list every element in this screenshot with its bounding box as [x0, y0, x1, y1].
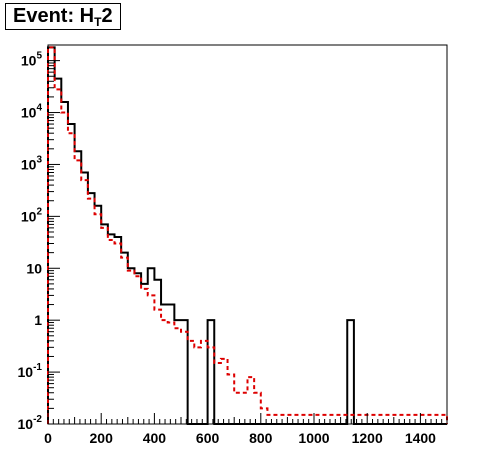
- y-tick-label: 103: [21, 154, 43, 172]
- x-tick-label: 800: [249, 430, 273, 446]
- x-tick-label: 200: [90, 430, 114, 446]
- x-axis: 0 200 400 600 800 1000 1200 1400: [44, 413, 448, 446]
- x-tick-label: 600: [196, 430, 220, 446]
- title-prefix: Event: H: [13, 5, 95, 27]
- x-tick-label: 1200: [352, 430, 383, 446]
- series-layer: [47, 46, 448, 425]
- y-tick-label: 10-1: [18, 362, 43, 380]
- y-tick-label: 105: [21, 51, 43, 69]
- y-tick-label: 104: [21, 103, 43, 121]
- title-suffix: 2: [101, 5, 113, 27]
- y-tick-label: 10: [26, 260, 42, 276]
- series-2-line: [47, 46, 448, 424]
- y-tick-label: 102: [21, 206, 43, 224]
- y-tick-label: 1: [34, 312, 42, 328]
- x-tick-label: 1000: [298, 430, 329, 446]
- x-tick-label: 0: [44, 430, 52, 446]
- series-1-line: [47, 46, 447, 425]
- chart-title: Event: HT2: [5, 3, 121, 30]
- y-axis: 10-2 10-1 1 10 102 103 104 105: [18, 44, 60, 432]
- y-tick-label: 10-2: [18, 414, 43, 432]
- title-subscript: T: [94, 15, 102, 29]
- x-tick-label: 400: [143, 430, 167, 446]
- x-tick-label: 1400: [405, 430, 436, 446]
